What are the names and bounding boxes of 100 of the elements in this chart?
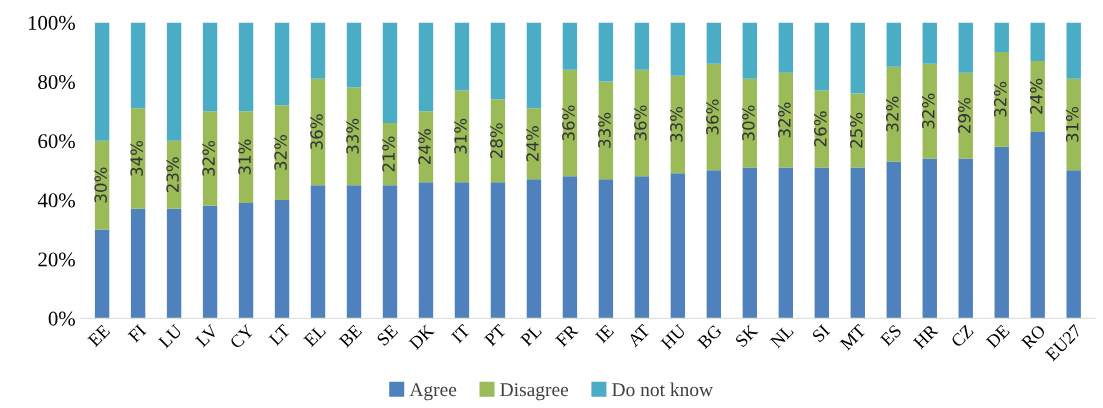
data-label: 26% [814,111,827,147]
data-label: 31% [1065,106,1079,142]
data-label: 32% [202,140,215,176]
x-tick-label: IT [450,323,471,344]
bar [94,22,110,141]
bar [850,167,865,319]
x-tick-label: IE [594,324,615,344]
x-tick-label: PT [483,323,507,347]
data-label: 34% [130,140,143,176]
data-label: 36% [562,105,575,141]
y-tick-label: 60% [38,134,75,149]
bar [1066,170,1081,319]
bar [346,22,362,88]
bar [562,22,578,70]
x-tick-label: RO [1020,324,1047,350]
x-tick-label: EL [303,324,327,348]
y-tick-label: 80% [38,74,75,90]
data-label: 33% [670,106,683,142]
x-tick-label: HR [912,323,939,350]
bar [1030,131,1045,319]
bar [958,158,973,319]
bar [166,22,182,141]
bar [634,22,650,70]
data-label: 36% [634,105,647,141]
bar [382,22,398,124]
bar [346,185,362,319]
x-tick-label: DK [408,323,435,351]
bar [202,205,218,319]
x-tick-label: SI [811,323,831,343]
data-label: 31% [454,118,467,154]
bar [742,22,758,79]
bar [850,22,865,94]
data-label: 32% [886,96,899,132]
bar [202,22,218,112]
bar [706,170,722,319]
bar [274,22,290,106]
x-tick-label: NL [769,324,794,349]
bar [166,208,182,319]
data-label: 32% [778,102,791,138]
x-tick-label: EE [87,324,111,348]
data-label: 33% [598,112,611,148]
x-tick-label: LT [268,323,291,347]
bar [814,22,829,91]
y-tick-label: 100% [28,15,75,30]
bar [670,173,686,319]
data-label: 32% [921,93,935,129]
bar [418,182,434,319]
legend-label: Do not know [612,382,713,397]
bar [886,161,901,319]
y-tick-label: 0% [48,311,75,326]
data-label: 23% [166,157,179,193]
x-tick-label: LU [157,323,183,349]
bar [562,176,578,319]
x-tick-label: HU [660,323,687,351]
data-label: 29% [957,98,971,133]
y-tick-label: 40% [37,193,75,208]
x-tick-label: PL [519,324,543,347]
bar [922,63,937,159]
bar [634,176,650,319]
bar [778,167,794,319]
bar [1066,22,1081,79]
bar [886,22,901,67]
bar [454,182,470,319]
bar [94,229,110,319]
data-label: 30% [742,105,755,141]
x-tick-label: LV [195,323,219,348]
x-tick-label: MT [839,323,867,351]
bar [598,179,614,319]
bar [130,22,146,109]
bar [922,158,937,319]
x-tick-label: FI [127,324,147,343]
x-tick-label: DE [985,324,1010,349]
bar [1030,22,1045,61]
legend-label: Agree [409,383,457,401]
bar [670,22,686,76]
bar [310,185,326,319]
x-tick-label: SK [734,323,759,348]
bar [994,22,1009,53]
data-label: 30% [94,167,107,203]
data-label: 24% [418,129,431,164]
bar [706,22,722,64]
bar [922,22,937,64]
bar [742,167,758,319]
bar [490,182,506,319]
bar [130,208,146,319]
data-label: 36% [310,114,323,150]
data-label: 28% [490,123,503,159]
bar [958,22,973,73]
data-label: 32% [274,134,287,170]
x-tick-label: CZ [950,324,975,348]
bar [778,22,794,73]
legend-label: Disagree [500,383,569,401]
bar [526,179,542,319]
bar [994,146,1009,319]
bar [1066,78,1081,171]
bar [238,202,254,319]
x-tick-label: FR [555,323,579,348]
data-label: 31% [238,139,251,175]
bar [598,22,614,82]
x-tick-label: BE [338,324,363,348]
